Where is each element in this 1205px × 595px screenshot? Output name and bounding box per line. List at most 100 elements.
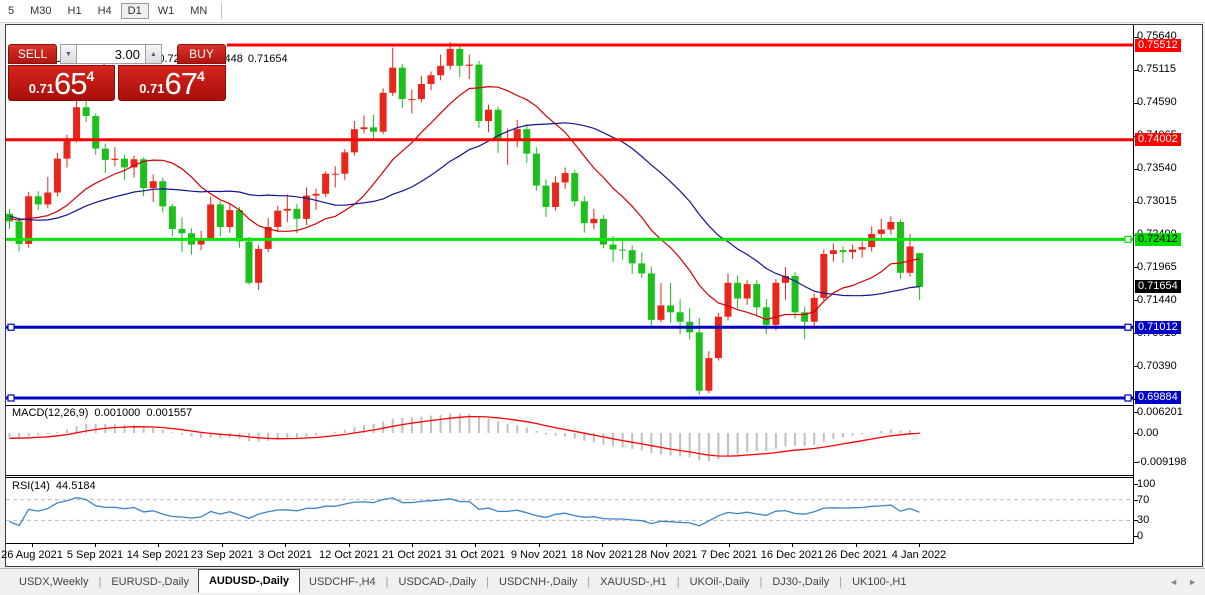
candle-bearish[interactable] (628, 250, 636, 264)
candle-bearish[interactable] (676, 312, 684, 322)
candle-bullish[interactable] (207, 204, 215, 239)
candle-bearish[interactable] (734, 282, 742, 299)
candle-bullish[interactable] (73, 107, 81, 140)
candle-bearish[interactable] (293, 208, 301, 219)
candle-bearish[interactable] (398, 67, 406, 100)
candle-bullish[interactable] (302, 195, 310, 219)
candle-bullish[interactable] (829, 250, 837, 254)
candle-bullish[interactable] (849, 249, 857, 253)
volume-input[interactable] (77, 44, 145, 64)
buy-button[interactable]: BUY (177, 44, 226, 64)
timeframe-5[interactable]: 5 (8, 5, 15, 17)
candle-bearish[interactable] (753, 284, 761, 308)
candle-bearish[interactable] (619, 249, 627, 251)
candle-bearish[interactable] (638, 263, 646, 274)
tab-usdx-weekly[interactable]: USDX,Weekly (19, 576, 89, 588)
candle-bearish[interactable] (762, 307, 770, 325)
timeframe-mn[interactable]: MN (190, 5, 208, 17)
candle-bullish[interactable] (781, 275, 789, 283)
candle-bullish[interactable] (197, 238, 205, 245)
tab-uk100-h1[interactable]: UK100-,H1 (852, 576, 907, 588)
candle-bearish[interactable] (801, 312, 809, 322)
candle-bullish[interactable] (226, 210, 234, 228)
candle-bearish[interactable] (896, 221, 904, 273)
candle-bullish[interactable] (465, 64, 473, 66)
tab-eurusd-daily[interactable]: EURUSD-,Daily (111, 576, 189, 588)
candle-bearish[interactable] (916, 253, 924, 287)
candle-bearish[interactable] (216, 204, 224, 228)
tab-xauusd-h1[interactable]: XAUUSD-,H1 (600, 576, 667, 588)
candle-bearish[interactable] (523, 129, 531, 154)
candle-bearish[interactable] (456, 48, 464, 66)
candle-bullish[interactable] (130, 159, 138, 168)
tab-scroll-left-icon[interactable]: ◄ (1169, 577, 1179, 587)
candle-bullish[interactable] (53, 158, 61, 193)
candle-bullish[interactable] (283, 208, 291, 211)
candle-bullish[interactable] (590, 218, 598, 224)
line-handle[interactable] (1124, 235, 1132, 244)
candle-bearish[interactable] (695, 332, 703, 391)
candle-bullish[interactable] (149, 181, 157, 189)
candle-bullish[interactable] (485, 109, 492, 122)
tab-ukoil-daily[interactable]: UKOil-,Daily (689, 576, 750, 588)
candle-bearish[interactable] (580, 201, 588, 224)
timeframe-d1[interactable]: D1 (120, 3, 149, 19)
candle-bullish[interactable] (437, 65, 445, 76)
timeframe-w1[interactable]: W1 (157, 5, 175, 17)
candle-bearish[interactable] (791, 275, 799, 313)
candle-bearish[interactable] (82, 107, 90, 116)
candle-bullish[interactable] (389, 67, 397, 93)
volume-decrease-button[interactable]: ▼ (60, 44, 77, 64)
tab-scroll-right-icon[interactable]: ► (1188, 577, 1197, 587)
tab-usdchf-h4[interactable]: USDCHF-,H4 (309, 576, 376, 588)
candle-bullish[interactable] (427, 75, 435, 85)
candle-bearish[interactable] (571, 173, 579, 202)
candle-bullish[interactable] (63, 139, 71, 159)
tab-usdcad-daily[interactable]: USDCAD-,Daily (398, 576, 477, 588)
candle-bullish[interactable] (552, 182, 560, 207)
tab-usdcnh-daily[interactable]: USDCNH-,Daily (499, 576, 578, 588)
candle-bullish[interactable] (858, 247, 866, 250)
candle-bearish[interactable] (647, 273, 655, 320)
candle-bullish[interactable] (379, 92, 387, 132)
candle-bullish[interactable] (724, 282, 732, 317)
candle-bullish[interactable] (408, 99, 416, 101)
candle-bearish[interactable] (609, 244, 617, 250)
candle-bullish[interactable] (561, 173, 569, 183)
candle-bullish[interactable] (810, 297, 818, 322)
candle-bearish[interactable] (159, 181, 167, 207)
candle-bullish[interactable] (772, 282, 780, 325)
candle-bullish[interactable] (743, 284, 751, 299)
candle-bullish[interactable] (360, 127, 368, 130)
candle-bearish[interactable] (245, 241, 253, 283)
timeframe-h1[interactable]: H1 (67, 5, 82, 17)
candle-bearish[interactable] (34, 196, 42, 205)
candle-bullish[interactable] (274, 210, 282, 228)
tab-audusd-daily[interactable]: AUDUSD-,Daily (197, 569, 301, 593)
candle-bullish[interactable] (820, 253, 828, 298)
candle-bullish[interactable] (513, 129, 521, 139)
tab-dj30-daily[interactable]: DJ30-,Daily (772, 576, 830, 588)
buy-price-display[interactable]: 0.71 67 4 (118, 65, 226, 101)
candle-bearish[interactable] (168, 206, 176, 229)
line-handle[interactable] (7, 394, 15, 402)
timeframe-h4[interactable]: H4 (97, 5, 112, 17)
candle-bearish[interactable] (101, 148, 109, 160)
candle-bearish[interactable] (532, 153, 540, 186)
candle-bullish[interactable] (341, 152, 349, 174)
candle-bearish[interactable] (6, 213, 13, 222)
volume-increase-button[interactable]: ▲ (145, 44, 162, 64)
candle-bearish[interactable] (92, 115, 100, 149)
candle-bullish[interactable] (417, 84, 425, 100)
candle-bullish[interactable] (877, 229, 885, 234)
candle-bearish[interactable] (178, 228, 186, 234)
candle-bearish[interactable] (667, 305, 675, 313)
candle-bearish[interactable] (235, 210, 243, 242)
candle-bearish[interactable] (120, 158, 128, 168)
candle-bearish[interactable] (370, 127, 378, 132)
price-chart-pane[interactable] (6, 36, 1133, 405)
candle-bearish[interactable] (15, 221, 23, 244)
candle-bearish[interactable] (494, 109, 502, 141)
candle-bullish[interactable] (705, 358, 713, 391)
macd-indicator-pane[interactable] (6, 405, 1133, 475)
